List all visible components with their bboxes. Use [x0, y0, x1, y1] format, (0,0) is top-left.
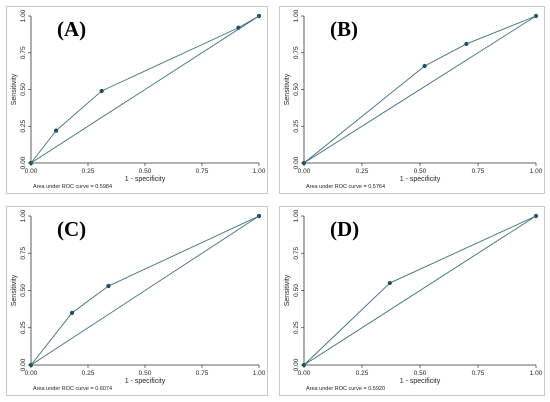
roc-chart-c: 0.00 0.25 0.50 0.75 1.00 0.00 0.25 0.50 0.75 1.00… — [11, 209, 266, 392]
y-axis-label-b: Sensitivity — [284, 73, 291, 105]
roc-chart-d: 0.00 0.25 0.50 0.75 1.00 0.00 0.25 0.50 0.75 1.00… — [284, 209, 543, 392]
x-tick-label-b-4: 1.00 — [530, 168, 543, 175]
roc-point-b-2 — [464, 41, 469, 47]
panel-label-b: (B) — [330, 17, 358, 41]
y-tick-label-c-0: 0.00 — [20, 358, 27, 371]
reference-line-a — [30, 15, 260, 164]
roc-point-c-2 — [106, 283, 111, 289]
y-tick-label-a-2: 0.50 — [20, 83, 27, 96]
y-tick-label-b-2: 0.50 — [293, 83, 300, 96]
x-tick-label-c-2: 0.50 — [139, 370, 152, 377]
auc-annotation-b: Area under ROC curve = 0.5764 — [306, 184, 385, 190]
reference-line-d — [303, 215, 537, 366]
y-tick-label-d-3: 0.75 — [293, 247, 300, 260]
y-axis-label-d: Sensitivity — [284, 274, 291, 306]
x-axis-label-a: 1 - specificity — [125, 176, 166, 183]
x-tick-label-b-3: 0.75 — [472, 168, 485, 175]
auc-annotation-a: Area under ROC curve = 0.5984 — [33, 184, 112, 190]
reference-line-c — [30, 215, 260, 366]
roc-point-b-1 — [422, 63, 427, 69]
reference-line-b — [303, 15, 537, 164]
y-tick-label-b-0: 0.00 — [293, 156, 300, 169]
y-axis-label-a: Sensitivity — [11, 73, 18, 105]
x-tick-label-b-2: 0.50 — [414, 168, 427, 175]
x-axis-label-c: 1 - specificity — [125, 378, 166, 385]
roc-point-d-1 — [387, 280, 392, 286]
x-tick-label-d-4: 1.00 — [530, 370, 543, 377]
x-tick-label-b-0: 0.00 — [298, 168, 311, 175]
x-tick-label-c-4: 1.00 — [253, 370, 266, 377]
x-tick-label-c-1: 0.25 — [82, 370, 95, 377]
y-tick-label-c-4: 1.00 — [20, 209, 27, 222]
x-tick-label-a-0: 0.00 — [25, 168, 38, 175]
roc-chart-a: 0.00 0.25 0.50 0.75 1.00 0.00 0.25 0.50 0.75 1.00… — [11, 9, 266, 190]
x-tick-label-d-2: 0.50 — [414, 370, 427, 377]
y-tick-label-b-1: 0.25 — [293, 120, 300, 133]
x-tick-label-a-4: 1.00 — [253, 168, 266, 175]
roc-chart-b: 0.00 0.25 0.50 0.75 1.00 0.00 0.25 0.50 0.75 1.00… — [284, 9, 543, 190]
roc-panel-c: 0.00 0.25 0.50 0.75 1.00 0.00 0.25 0.50 0.75 1.00… — [6, 206, 268, 396]
panel-label-d: (D) — [330, 217, 359, 241]
x-tick-label-b-1: 0.25 — [356, 168, 369, 175]
x-tick-label-a-2: 0.50 — [139, 168, 152, 175]
x-tick-label-d-3: 0.75 — [472, 370, 485, 377]
x-axis-label-d: 1 - specificity — [400, 378, 441, 385]
roc-curve-line-b — [303, 15, 537, 164]
auc-annotation-c: Area under ROC curve = 0.6074 — [33, 386, 112, 392]
panel-label-a: (A) — [57, 17, 86, 41]
y-tick-label-a-4: 1.00 — [20, 9, 27, 22]
roc-panel-d: 0.00 0.25 0.50 0.75 1.00 0.00 0.25 0.50 0.75 1.00… — [279, 206, 545, 396]
roc-panel-b: 0.00 0.25 0.50 0.75 1.00 0.00 0.25 0.50 0.75 1.00… — [279, 6, 545, 194]
y-tick-label-a-1: 0.25 — [20, 120, 27, 133]
roc-panel-a: 0.00 0.25 0.50 0.75 1.00 0.00 0.25 0.50 0.75 1.00… — [6, 6, 268, 194]
roc-point-c-1 — [69, 310, 75, 315]
x-tick-label-c-3: 0.75 — [196, 370, 209, 377]
auc-annotation-d: Area under ROC curve = 0.5920 — [306, 386, 385, 392]
y-tick-label-d-2: 0.50 — [293, 284, 300, 297]
x-axis-label-b: 1 - specificity — [400, 176, 441, 183]
roc-point-a-2 — [99, 88, 104, 94]
y-axis-label-c: Sensitivity — [11, 274, 18, 306]
x-tick-label-a-1: 0.25 — [82, 168, 95, 175]
x-tick-label-c-0: 0.00 — [25, 370, 38, 377]
y-tick-label-a-0: 0.00 — [20, 156, 27, 169]
y-tick-label-d-1: 0.25 — [293, 321, 300, 334]
y-tick-label-a-3: 0.75 — [20, 46, 27, 59]
y-tick-label-b-4: 1.00 — [293, 9, 300, 22]
y-tick-label-d-4: 1.00 — [293, 209, 300, 222]
y-tick-label-c-2: 0.50 — [20, 284, 27, 297]
y-tick-label-c-3: 0.75 — [20, 247, 27, 260]
roc-curve-line-c — [30, 215, 260, 366]
roc-point-a-1 — [53, 128, 59, 133]
y-tick-label-d-0: 0.00 — [293, 358, 300, 371]
x-tick-label-d-1: 0.25 — [356, 370, 369, 377]
x-tick-label-a-3: 0.75 — [196, 168, 209, 175]
x-tick-label-d-0: 0.00 — [298, 370, 311, 377]
panel-label-c: (C) — [57, 217, 86, 241]
y-tick-label-c-1: 0.25 — [20, 321, 27, 334]
y-tick-label-b-3: 0.75 — [293, 46, 300, 59]
